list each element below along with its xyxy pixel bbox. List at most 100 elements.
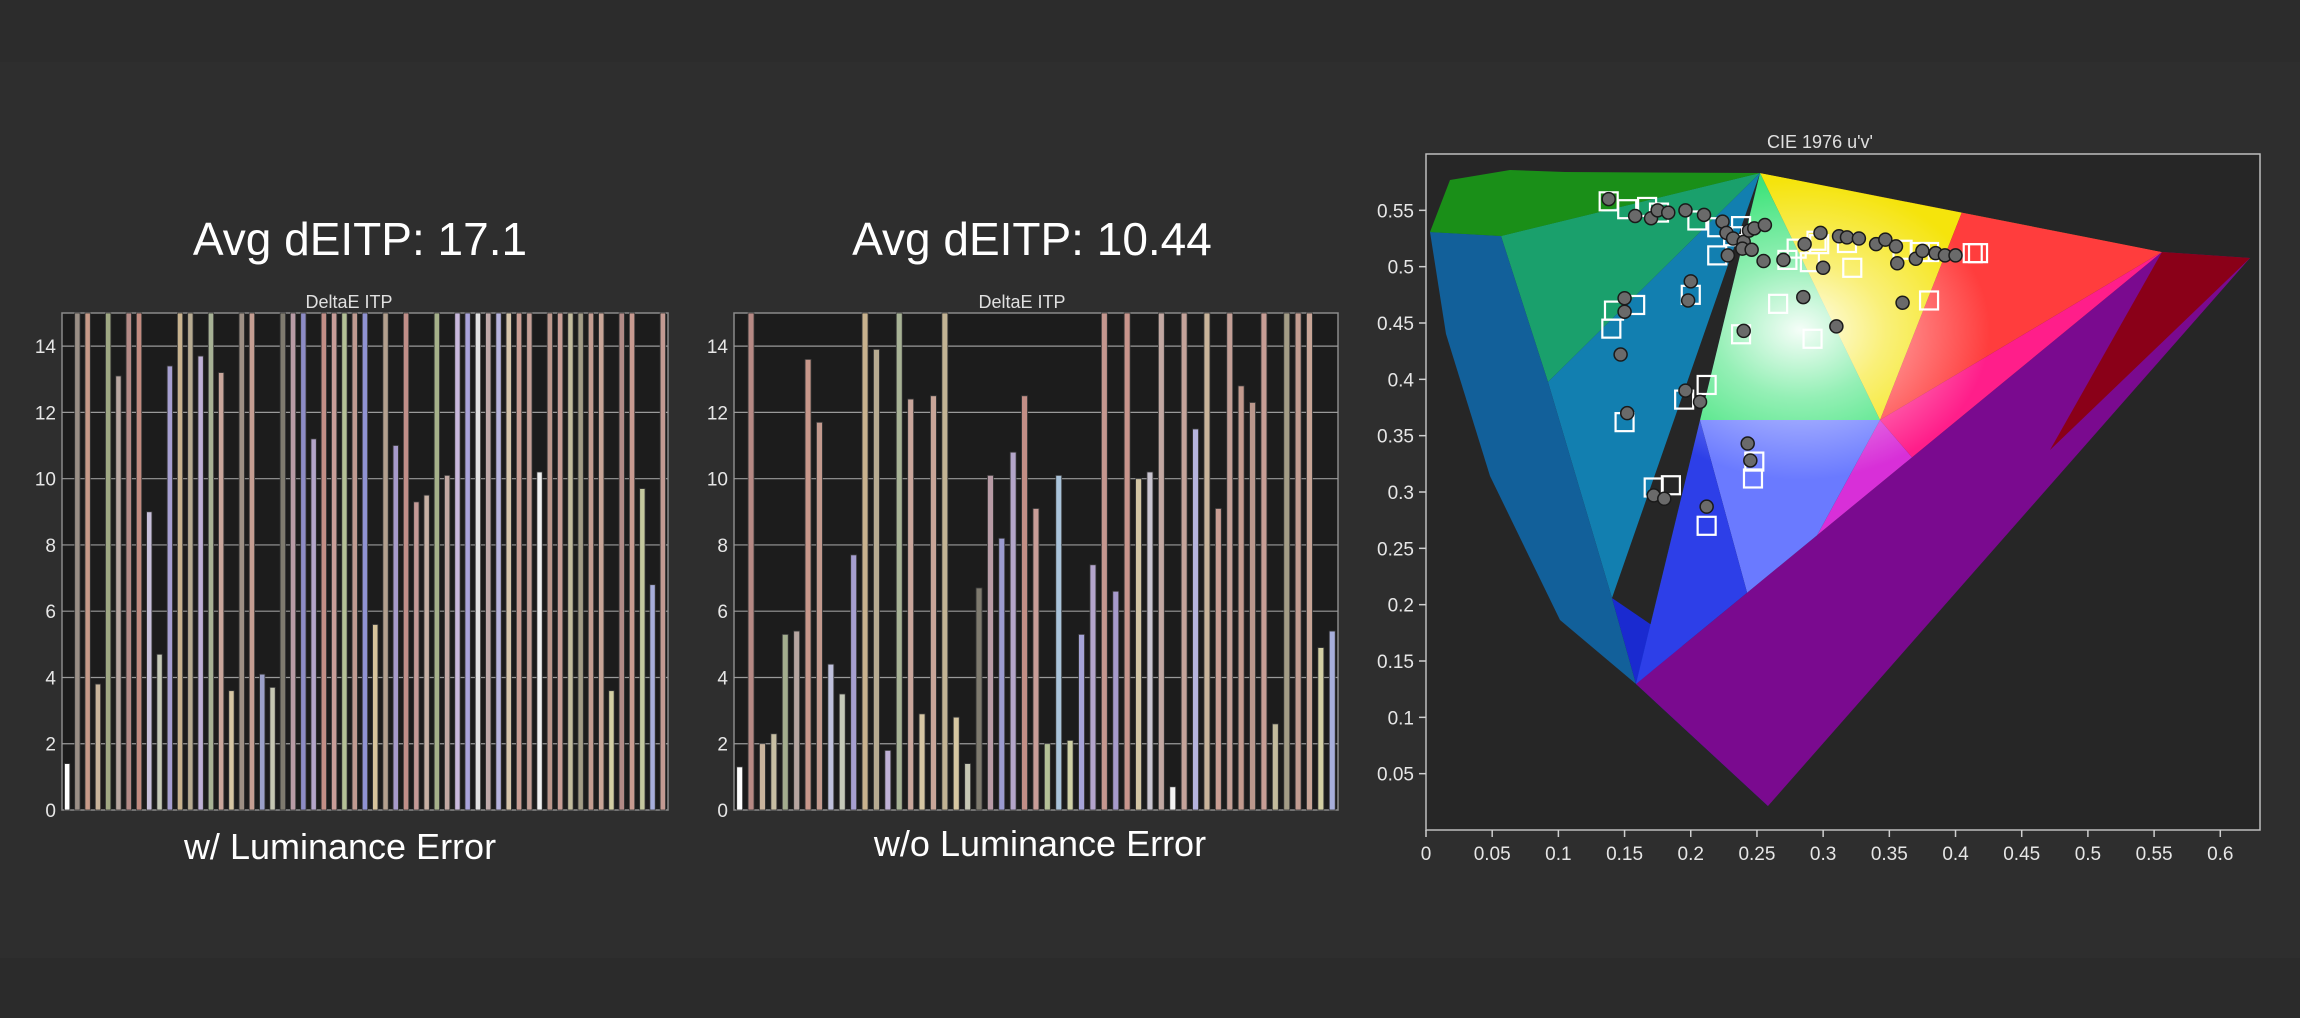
measured-point xyxy=(1601,191,1616,207)
bar xyxy=(557,312,564,811)
bar xyxy=(156,653,163,811)
x-tick-label: 0.3 xyxy=(1810,844,1836,865)
bar xyxy=(423,494,430,811)
bar xyxy=(176,312,184,811)
x-tick-label: 0.2 xyxy=(1678,844,1704,865)
measured-point xyxy=(1720,248,1736,263)
bar xyxy=(861,312,869,811)
measured-point xyxy=(1829,319,1844,334)
bar xyxy=(1021,395,1028,811)
bar xyxy=(279,312,286,811)
bar xyxy=(310,438,317,811)
y-tick-label: 6 xyxy=(45,602,56,623)
bar xyxy=(1192,428,1199,811)
target-square xyxy=(1802,328,1823,349)
bar xyxy=(392,445,399,811)
measured-point xyxy=(1683,274,1699,289)
bar xyxy=(1328,630,1336,811)
bar xyxy=(1203,312,1211,811)
y-tick-label: 0.45 xyxy=(1377,314,1414,335)
measured-point xyxy=(1815,260,1831,276)
bar xyxy=(105,312,112,811)
bar xyxy=(485,312,492,811)
bar xyxy=(135,312,143,811)
bar xyxy=(115,375,122,811)
y-tick-label: 12 xyxy=(35,403,56,424)
bar xyxy=(1260,312,1268,811)
bar xyxy=(1032,508,1040,811)
bar xyxy=(1044,743,1051,811)
target-square xyxy=(1918,290,1940,311)
measured-point xyxy=(1617,304,1632,319)
measured-point xyxy=(1696,207,1712,223)
x-tick-label: 0 xyxy=(1421,844,1432,865)
target-square xyxy=(1768,293,1789,314)
measured-point xyxy=(1699,499,1714,514)
y-tick-label: 6 xyxy=(717,602,728,623)
bar xyxy=(587,312,594,811)
cie-axis-ticks: 0 0.05 0.1 0.15 0.2 0.25 0.3 0.35 0.4 0.45 0.5 0.55… xyxy=(1377,201,2233,865)
bar xyxy=(187,312,194,811)
bar xyxy=(1283,312,1291,811)
x-tick-label: 0.55 xyxy=(2136,844,2173,865)
bar xyxy=(536,471,543,811)
bar xyxy=(952,716,960,811)
y-tick-label: 0.5 xyxy=(1388,258,1414,279)
y-tick-label: 14 xyxy=(35,337,57,358)
measured-point xyxy=(1756,253,1771,269)
y-tick-label: 2 xyxy=(45,735,56,756)
y-tick-label: 0.35 xyxy=(1377,427,1414,448)
measured-point xyxy=(1890,256,1905,271)
bar xyxy=(1306,312,1313,811)
bar-chart-without-luminance: DeltaE ITP 0 2 4 6 8 10 12 14 xyxy=(707,292,1339,822)
bar xyxy=(526,312,533,811)
target-square xyxy=(1742,468,1764,489)
bar xyxy=(816,421,823,811)
avg-deitp-title-left: Avg dEITP: 17.1 xyxy=(192,213,528,265)
measured-point xyxy=(1678,203,1693,218)
bar xyxy=(1112,590,1120,811)
measured-point xyxy=(1796,289,1811,305)
bar xyxy=(618,312,625,811)
bar xyxy=(567,312,574,811)
measured-point xyxy=(1736,323,1751,339)
spectral-locus xyxy=(1430,170,2250,806)
measured-point xyxy=(1888,239,1904,254)
bar xyxy=(1089,564,1097,811)
bar xyxy=(218,372,225,811)
y-tick-label: 8 xyxy=(45,536,56,557)
bottom-band xyxy=(0,958,2300,1018)
bars xyxy=(736,312,1336,811)
bar xyxy=(998,537,1006,811)
caption-left: w/ Luminance Error xyxy=(183,826,497,867)
x-tick-label: 0.5 xyxy=(2075,844,2101,865)
measured-point xyxy=(1797,236,1812,252)
bar xyxy=(770,733,778,811)
bar xyxy=(1237,385,1245,811)
y-axis-ticks: 0 2 4 6 8 10 12 14 xyxy=(707,337,729,822)
chart-title: DeltaE ITP xyxy=(978,292,1065,312)
bar xyxy=(930,395,937,811)
target-square xyxy=(1660,475,1682,496)
measured-point xyxy=(1743,453,1758,468)
bar xyxy=(1294,312,1302,811)
x-tick-label: 0.25 xyxy=(1738,844,1775,865)
bar xyxy=(372,624,379,811)
measured-point xyxy=(1878,232,1893,247)
target-square xyxy=(1696,515,1717,536)
measured-point xyxy=(1895,295,1910,310)
bar xyxy=(1226,312,1234,811)
bar xyxy=(402,312,410,811)
measured-point xyxy=(1613,347,1628,362)
measured-point xyxy=(1839,230,1855,245)
bar xyxy=(207,312,215,811)
bar xyxy=(1135,478,1142,811)
bar xyxy=(238,312,245,811)
x-tick-label: 0.6 xyxy=(2207,844,2233,865)
measured-point xyxy=(1627,208,1643,224)
y-tick-label: 0.1 xyxy=(1388,708,1414,729)
bar xyxy=(1272,723,1279,811)
y-tick-label: 10 xyxy=(35,470,56,491)
target-square xyxy=(1696,374,1717,396)
